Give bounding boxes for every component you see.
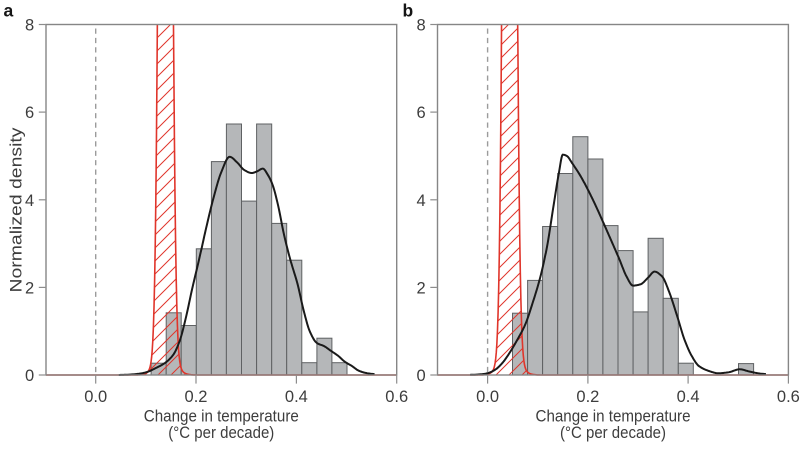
svg-text:(°C per decade): (°C per decade) [560, 423, 666, 442]
svg-text:8: 8 [417, 17, 426, 35]
svg-text:0.2: 0.2 [576, 388, 599, 406]
svg-text:0.2: 0.2 [185, 388, 208, 406]
svg-text:0.0: 0.0 [84, 388, 107, 406]
svg-text:2: 2 [25, 280, 34, 298]
svg-text:Change in temperature: Change in temperature [536, 406, 691, 425]
svg-text:4: 4 [417, 192, 426, 210]
svg-text:6: 6 [25, 104, 34, 122]
svg-text:2: 2 [417, 280, 426, 298]
svg-text:0.4: 0.4 [677, 388, 700, 406]
svg-text:0.6: 0.6 [777, 388, 800, 406]
svg-text:a: a [4, 1, 14, 21]
svg-text:b: b [403, 1, 414, 21]
svg-text:0.4: 0.4 [285, 388, 308, 406]
svg-text:8: 8 [25, 17, 34, 35]
svg-text:4: 4 [25, 192, 34, 210]
svg-text:0.6: 0.6 [385, 388, 408, 406]
svg-text:0.0: 0.0 [476, 388, 499, 406]
svg-text:(°C per decade): (°C per decade) [168, 423, 274, 442]
svg-text:6: 6 [417, 104, 426, 122]
svg-text:0: 0 [417, 367, 426, 385]
svg-text:Change in temperature: Change in temperature [144, 406, 299, 425]
svg-text:0: 0 [25, 367, 34, 385]
svg-text:Normalized density: Normalized density [8, 127, 26, 293]
